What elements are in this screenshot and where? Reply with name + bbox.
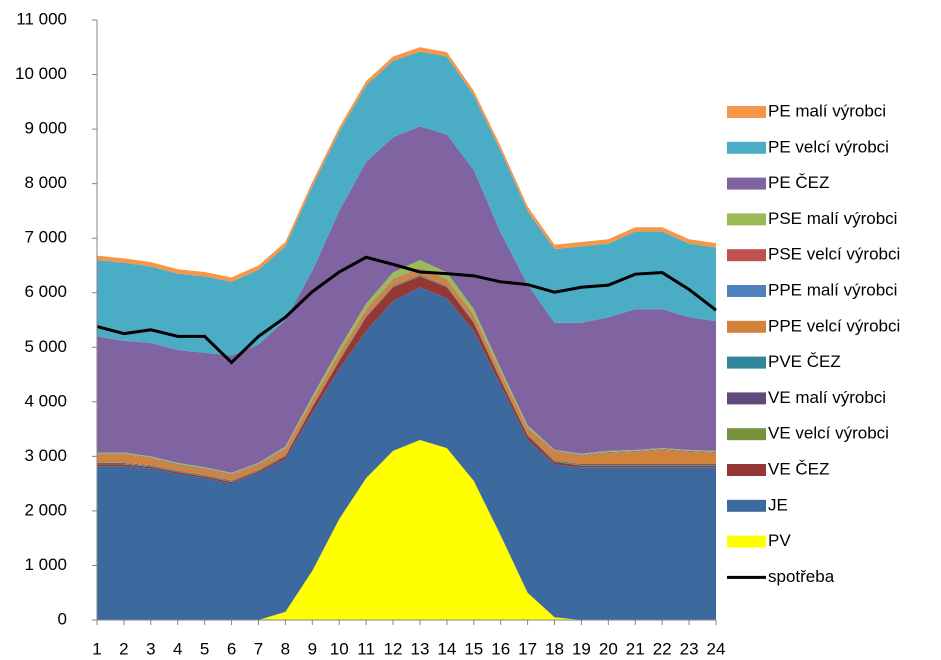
legend-label: PV (768, 531, 791, 550)
x-tick-label: 15 (464, 639, 483, 658)
x-tick-label: 7 (254, 639, 263, 658)
legend-label: PE malí výrobci (768, 101, 886, 120)
legend-label: VE ČEZ (768, 459, 829, 478)
y-tick-label: 11 000 (16, 9, 67, 28)
x-tick-label: 6 (227, 639, 236, 658)
legend-label: PE ČEZ (768, 173, 829, 192)
legend-swatch (727, 535, 766, 548)
y-tick-label: 8 000 (24, 173, 67, 192)
y-tick-label: 0 (58, 609, 67, 628)
y-tick-label: 5 000 (24, 337, 67, 356)
legend-swatch (727, 249, 766, 262)
legend-swatch (727, 141, 766, 154)
x-tick-label: 24 (707, 639, 726, 658)
x-tick-label: 8 (281, 639, 290, 658)
x-tick-label: 19 (572, 639, 591, 658)
legend-label: spotřeba (768, 567, 835, 586)
legend-label: PVE ČEZ (768, 352, 841, 371)
legend-swatch (727, 392, 766, 405)
legend-swatch (727, 499, 766, 512)
legend-label: PSE malí výrobci (768, 209, 897, 228)
x-tick-label: 12 (384, 639, 403, 658)
legend-label: PPE velcí výrobci (768, 316, 900, 335)
x-tick-label: 11 (357, 639, 375, 658)
x-tick-label: 20 (599, 639, 618, 658)
area (97, 126, 716, 473)
legend-swatch (727, 285, 766, 297)
legend-swatch (727, 356, 766, 369)
legend-label: VE velcí výrobci (768, 424, 889, 443)
x-tick-label: 23 (680, 639, 699, 658)
legend-label: JE (768, 495, 788, 514)
legend-swatch (727, 428, 766, 441)
x-tick-label: 18 (545, 639, 564, 658)
x-tick-label: 17 (518, 639, 537, 658)
x-tick-label: 3 (146, 639, 155, 658)
y-tick-label: 3 000 (24, 446, 67, 465)
legend-label: PSE velcí výrobci (768, 245, 900, 264)
x-tick-label: 9 (308, 639, 317, 658)
legend-swatch (727, 464, 766, 476)
x-tick-label: 5 (200, 639, 209, 658)
y-tick-label: 6 000 (24, 282, 67, 301)
legend-swatch (727, 177, 766, 190)
x-tick-label: 10 (330, 639, 349, 658)
area (97, 269, 716, 481)
y-tick-label: 1 000 (24, 555, 67, 574)
y-tick-label: 9 000 (24, 119, 67, 138)
y-tick-label: 2 000 (24, 500, 67, 519)
x-tick-label: 2 (119, 639, 128, 658)
x-tick-label: 1 (92, 639, 101, 658)
legend-label: VE malí výrobci (768, 388, 886, 407)
area (97, 51, 716, 356)
area (97, 287, 716, 620)
y-tick-label: 4 000 (24, 391, 67, 410)
legend-swatch (727, 106, 766, 118)
area (97, 440, 716, 620)
legend-swatch (727, 213, 766, 226)
x-tick-label: 16 (491, 639, 510, 658)
x-tick-label: 14 (437, 639, 456, 658)
y-tick-label: 10 000 (15, 64, 67, 83)
line (96, 255, 717, 365)
y-tick-label: 7 000 (24, 228, 67, 247)
legend-label: PE velcí výrobci (768, 137, 889, 156)
x-tick-label: 13 (410, 639, 429, 658)
x-tick-label: 21 (626, 639, 645, 658)
legend-label: PPE malí výrobci (768, 280, 897, 299)
legend-swatch (727, 320, 766, 333)
x-tick-label: 22 (653, 639, 672, 658)
x-tick-label: 4 (173, 639, 182, 658)
